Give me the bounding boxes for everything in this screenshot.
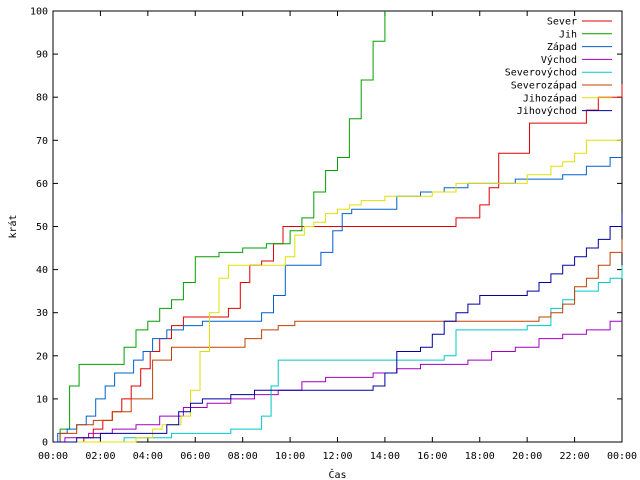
series-line-severozápad: [53, 239, 623, 443]
series-line-jihozápad: [53, 139, 622, 443]
series-layer: [53, 11, 623, 443]
y-tick-label: 30: [36, 308, 48, 319]
y-tick-label: 20: [36, 351, 48, 362]
series-line-sever: [53, 84, 623, 443]
y-tick-label: 50: [36, 222, 48, 233]
x-tick-label: 00:00: [607, 451, 637, 462]
legend-label: Východ: [541, 54, 577, 66]
y-axis-title: krát: [7, 214, 19, 238]
x-tick-label: 06:00: [180, 451, 210, 462]
x-tick-label: 08:00: [228, 451, 258, 462]
x-tick-label: 00:00: [38, 451, 68, 462]
legend-label: Jih: [559, 29, 577, 40]
y-tick-label: 100: [30, 7, 48, 18]
legend-label: Jihovýchod: [517, 105, 577, 117]
x-tick-label: 04:00: [133, 451, 163, 462]
legend-label: Severozápad: [511, 80, 577, 92]
y-tick-label: 0: [42, 438, 48, 449]
x-tick-label: 18:00: [465, 451, 495, 462]
legend-label: Severovýchod: [505, 67, 577, 79]
x-tick-label: 12:00: [322, 451, 352, 462]
legend-label: Sever: [547, 17, 577, 28]
legend: SeverJihZápadVýchodSeverovýchodSeverozáp…: [505, 17, 612, 117]
axes-layer: 0 10 20 30 40 50 60 70 80 90 100 00:00 02:00 04:00 06:…: [7, 7, 637, 480]
y-tick-label: 40: [36, 265, 48, 276]
x-tick-label: 16:00: [417, 451, 447, 462]
x-tick-label: 14:00: [370, 451, 400, 462]
x-tick-label: 02:00: [85, 451, 115, 462]
legend-label: Západ: [547, 41, 577, 53]
y-tick-label: 80: [36, 93, 48, 104]
y-tick-label: 60: [36, 179, 48, 190]
series-line-jih: [53, 11, 386, 443]
x-tick-label: 22:00: [560, 451, 590, 462]
series-line-jihovýchod: [53, 213, 623, 443]
x-tick-label: 10:00: [275, 451, 305, 462]
series-line-severovýchod: [53, 265, 623, 443]
x-tick-label: 20:00: [512, 451, 542, 462]
x-axis-title: Čas: [328, 468, 346, 480]
y-tick-label: 90: [36, 50, 48, 61]
y-tick-label: 70: [36, 136, 48, 147]
y-tick-label: 10: [36, 394, 48, 405]
legend-label: Jihozápad: [523, 92, 577, 104]
series-line-východ: [53, 320, 622, 443]
